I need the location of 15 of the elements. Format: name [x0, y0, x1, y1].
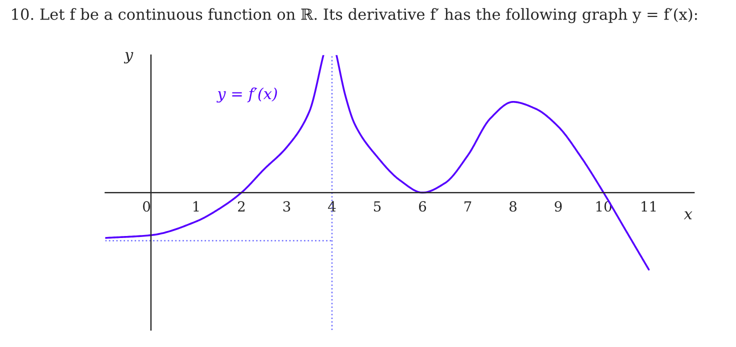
- x-tick-label: 4: [328, 201, 336, 212]
- text: y = f′(x): [216, 88, 277, 103]
- x-tick-label: 11: [642, 201, 656, 212]
- x-tick-label: 3: [283, 201, 290, 212]
- x-tick-label: 8: [510, 201, 516, 212]
- chart-title: 10. Let f be a continuous function on ℝ. Its derivative f′ has the following graph y = f′(x):: [12, 8, 697, 24]
- x-tick-label: 0: [143, 201, 150, 212]
- x-tick-label: 9: [554, 201, 562, 212]
- x-tick-label: 5: [374, 201, 381, 212]
- x-tick-label: 7: [464, 201, 472, 212]
- y-axis-title: y: [124, 52, 134, 64]
- x-tick-label: 1: [193, 201, 199, 212]
- x-axis-title: x: [684, 211, 692, 220]
- x-tick-label: 6: [419, 201, 426, 212]
- x-tick-label: 2: [238, 201, 245, 212]
